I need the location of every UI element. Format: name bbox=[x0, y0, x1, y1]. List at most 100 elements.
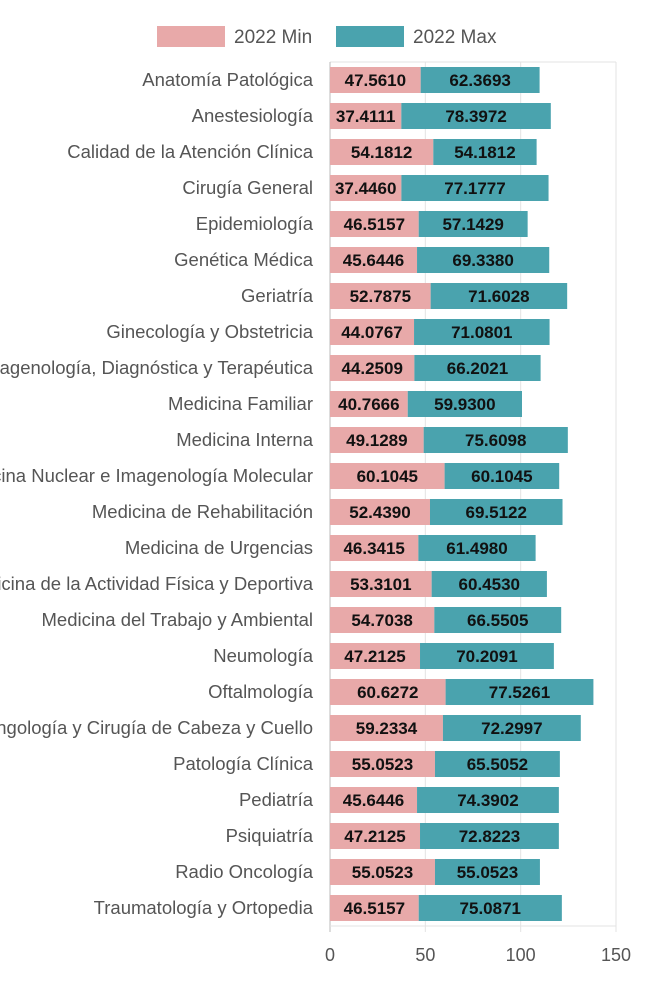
data-label-min-3: 54.1812 bbox=[351, 143, 412, 162]
data-label-min-24: 46.5157 bbox=[344, 899, 405, 918]
data-label-max-22: 72.8223 bbox=[459, 827, 520, 846]
bar-min-13[interactable] bbox=[330, 499, 430, 525]
data-label-min-9: 44.2509 bbox=[341, 359, 402, 378]
data-label-min-13: 52.4390 bbox=[349, 503, 410, 522]
bar-max-16[interactable] bbox=[434, 607, 562, 633]
category-label-15: Medicina de la Actividad Física y Deport… bbox=[0, 573, 314, 594]
bar-min-6[interactable] bbox=[330, 247, 418, 273]
category-label-8: Ginecología y Obstetricia bbox=[106, 321, 313, 342]
bar-min-9[interactable] bbox=[330, 355, 415, 381]
bar-max-22[interactable] bbox=[420, 823, 559, 849]
bar-min-16[interactable] bbox=[330, 607, 435, 633]
bar-min-5[interactable] bbox=[330, 211, 419, 237]
bar-min-12[interactable] bbox=[330, 463, 445, 489]
bar-max-6[interactable] bbox=[417, 247, 550, 273]
data-label-max-13: 69.5122 bbox=[466, 503, 527, 522]
bar-max-7[interactable] bbox=[430, 283, 568, 309]
bar-max-2[interactable] bbox=[401, 103, 551, 129]
bar-min-7[interactable] bbox=[330, 283, 431, 309]
data-label-max-10: 59.9300 bbox=[434, 395, 495, 414]
bar-min-17[interactable] bbox=[330, 643, 421, 669]
data-label-max-21: 74.3902 bbox=[457, 791, 518, 810]
bar-min-18[interactable] bbox=[330, 679, 446, 705]
data-label-max-24: 75.0871 bbox=[460, 899, 521, 918]
bar-min-23[interactable] bbox=[330, 859, 435, 885]
category-labels: Anatomía Patológica Anestesiología Calidad… bbox=[0, 69, 314, 918]
data-label-max-8: 71.0801 bbox=[451, 323, 512, 342]
bar-min-22[interactable] bbox=[330, 823, 421, 849]
category-label-7: Geriatría bbox=[241, 285, 314, 306]
bar-max-9[interactable] bbox=[414, 355, 541, 381]
bar-max-23[interactable] bbox=[434, 859, 540, 885]
data-label-max-2: 78.3972 bbox=[445, 107, 506, 126]
data-label-min-19: 59.2334 bbox=[356, 719, 418, 738]
category-label-18: Oftalmología bbox=[208, 681, 314, 702]
bar-min-14[interactable] bbox=[330, 535, 419, 561]
legend-swatch-1[interactable] bbox=[157, 26, 225, 47]
category-label-5: Epidemiología bbox=[196, 213, 314, 234]
bar-min-4[interactable] bbox=[330, 175, 402, 201]
bar-min-15[interactable] bbox=[330, 571, 432, 597]
bar-max-5[interactable] bbox=[418, 211, 528, 237]
x-axis-tick-labels: 0 50 100 150 bbox=[325, 945, 631, 965]
bar-max-13[interactable] bbox=[429, 499, 563, 525]
bar-min-24[interactable] bbox=[330, 895, 419, 921]
data-label-max-6: 69.3380 bbox=[452, 251, 513, 270]
bar-min-19[interactable] bbox=[330, 715, 443, 741]
data-label-max-20: 65.5052 bbox=[467, 755, 528, 774]
category-label-13: Medicina de Rehabilitación bbox=[92, 501, 313, 522]
bar-max-12[interactable] bbox=[444, 463, 560, 489]
bar-max-11[interactable] bbox=[423, 427, 568, 453]
category-label-12: Medicina Nuclear e Imagenología Molecula… bbox=[0, 465, 313, 486]
data-label-min-21: 45.6446 bbox=[343, 791, 404, 810]
legend-label-2: 2022 Max bbox=[413, 27, 497, 48]
bar-min-1[interactable] bbox=[330, 67, 421, 93]
bar-max-19[interactable] bbox=[442, 715, 581, 741]
data-label-max-7: 71.6028 bbox=[468, 287, 529, 306]
bar-min-10[interactable] bbox=[330, 391, 408, 417]
bar-max-10[interactable] bbox=[407, 391, 522, 417]
category-label-3: Calidad de la Atención Clínica bbox=[67, 141, 314, 162]
bars: 47.5610 62.3693 37.4111 78.3972 54.1812 54.18… bbox=[330, 67, 594, 921]
bar-max-15[interactable] bbox=[431, 571, 547, 597]
data-label-min-5: 46.5157 bbox=[344, 215, 405, 234]
category-label-20: Patología Clínica bbox=[173, 753, 314, 774]
bar-min-20[interactable] bbox=[330, 751, 435, 777]
data-label-min-11: 49.1289 bbox=[346, 431, 407, 450]
data-label-min-2: 37.4111 bbox=[336, 107, 396, 126]
category-label-11: Medicina Interna bbox=[176, 429, 313, 450]
x-tick-label-150: 150 bbox=[601, 945, 631, 965]
bar-max-14[interactable] bbox=[418, 535, 536, 561]
data-label-max-3: 54.1812 bbox=[454, 143, 515, 162]
data-label-max-9: 66.2021 bbox=[447, 359, 508, 378]
bar-max-1[interactable] bbox=[420, 67, 540, 93]
category-label-2: Anestesiología bbox=[192, 105, 314, 126]
bar-min-8[interactable] bbox=[330, 319, 415, 345]
data-label-min-16: 54.7038 bbox=[351, 611, 412, 630]
data-label-min-6: 45.6446 bbox=[343, 251, 404, 270]
data-label-min-12: 60.1045 bbox=[357, 467, 418, 486]
data-label-min-20: 55.0523 bbox=[352, 755, 413, 774]
category-label-22: Psiquiatría bbox=[226, 825, 314, 846]
bar-max-20[interactable] bbox=[434, 751, 560, 777]
bar-max-24[interactable] bbox=[418, 895, 562, 921]
bar-min-3[interactable] bbox=[330, 139, 434, 165]
bar-max-3[interactable] bbox=[433, 139, 537, 165]
legend-label-1: 2022 Min bbox=[234, 27, 312, 48]
bar-max-8[interactable] bbox=[414, 319, 550, 345]
data-label-min-10: 40.7666 bbox=[338, 395, 399, 414]
bar-min-2[interactable] bbox=[330, 103, 402, 129]
data-label-max-23: 55.0523 bbox=[457, 863, 518, 882]
bar-max-4[interactable] bbox=[401, 175, 549, 201]
bar-max-17[interactable] bbox=[420, 643, 554, 669]
category-label-17: Neumología bbox=[213, 645, 313, 666]
data-label-min-17: 47.2125 bbox=[344, 647, 405, 666]
bar-min-11[interactable] bbox=[330, 427, 424, 453]
bar-max-21[interactable] bbox=[417, 787, 559, 813]
data-label-max-15: 60.4530 bbox=[459, 575, 520, 594]
category-label-24: Traumatología y Ortopedia bbox=[94, 897, 314, 918]
bar-min-21[interactable] bbox=[330, 787, 418, 813]
legend-swatch-2[interactable] bbox=[336, 26, 404, 47]
bar-max-18[interactable] bbox=[445, 679, 594, 705]
